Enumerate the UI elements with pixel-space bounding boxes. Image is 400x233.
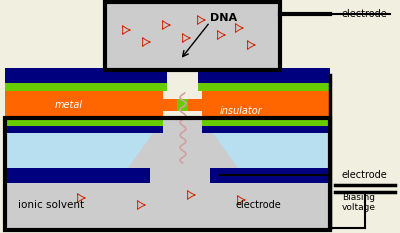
Text: Biasing
voltage: Biasing voltage [342,193,376,212]
Bar [177,99,188,111]
Bar [155,99,177,111]
Bar [5,118,330,230]
Bar [210,168,330,183]
Text: electrode: electrode [235,200,281,210]
Bar [155,83,167,91]
Text: DNA: DNA [210,13,237,23]
Bar [155,118,163,126]
Bar [210,83,330,91]
Text: metal: metal [55,100,83,110]
Bar [202,126,210,133]
Bar [5,126,155,133]
Bar [105,2,280,70]
Bar [155,91,163,118]
Bar [188,99,210,111]
Bar [210,68,330,83]
Bar [210,118,330,126]
Bar [5,83,155,91]
Bar [210,126,330,133]
Bar [202,91,210,118]
Bar [5,91,155,118]
Bar [198,68,210,83]
Bar [202,118,210,126]
Text: ionic solvent: ionic solvent [18,200,84,210]
Text: electrode: electrode [342,170,388,180]
Bar [155,126,163,133]
Bar [5,118,155,126]
Bar [5,118,330,230]
Bar [155,68,167,83]
Bar [5,68,155,83]
Bar [105,2,280,70]
Bar [5,133,330,168]
Polygon shape [128,133,238,168]
Text: insulator: insulator [220,106,263,116]
Text: electrode: electrode [342,9,388,19]
Bar [5,168,150,183]
Bar [198,83,210,91]
Bar [210,91,330,118]
